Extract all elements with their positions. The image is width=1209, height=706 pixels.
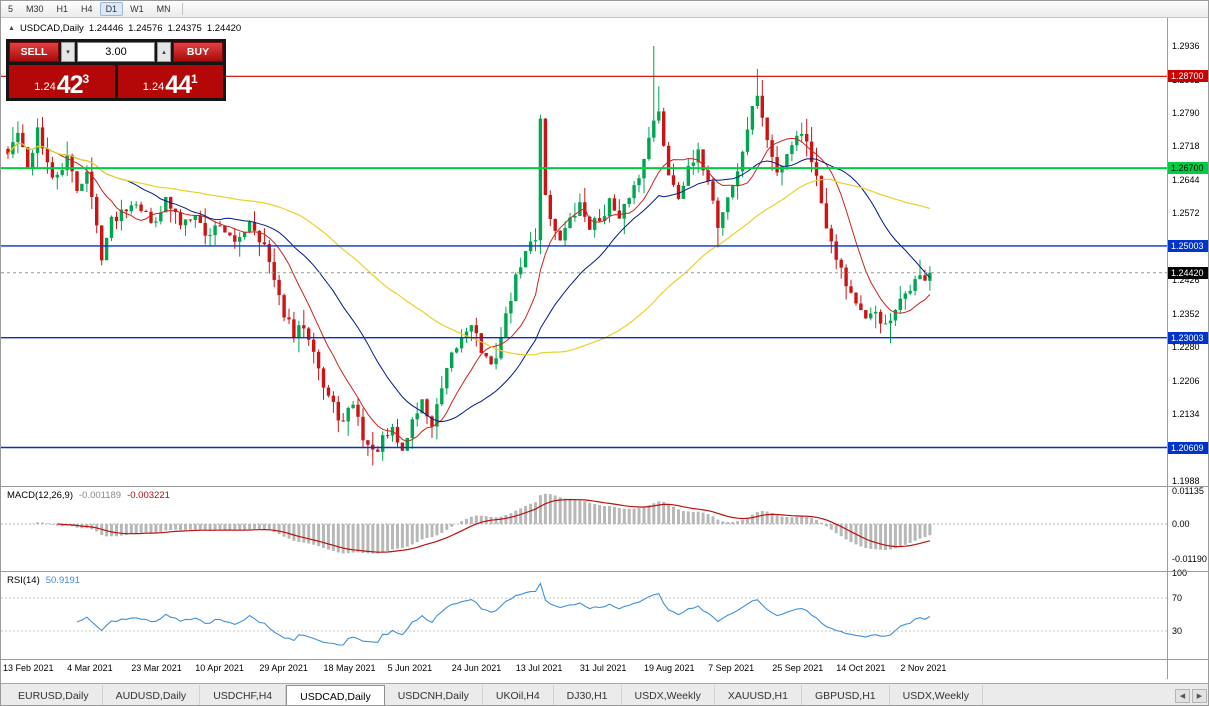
pane-divider[interactable] (1, 571, 1208, 572)
tabs-scroll-left-button[interactable]: ◀ (1175, 689, 1190, 703)
rsi-name: RSI(14) (7, 575, 40, 586)
price-axis: 1.29361.28621.27901.27181.26441.25721.24… (1167, 18, 1208, 679)
timeframe-button-mn[interactable]: MN (151, 2, 177, 16)
price-axis-tick: 1.2644 (1172, 174, 1200, 185)
sell-price-pip: 3 (82, 72, 90, 86)
chart-tab-bar: EURUSD,Daily AUDUSD,Daily USDCHF,H4 USDCAD,… (1, 683, 1208, 705)
price-axis-tick: 1.2352 (1172, 308, 1200, 319)
chart-tab-eurusd-daily[interactable]: EURUSD,Daily (5, 685, 103, 705)
sell-price-button[interactable]: 1.24 42 3 (9, 65, 115, 98)
rsi-indicator-label: RSI(14) 50.9191 (7, 575, 80, 586)
date-axis-label: 5 Jun 2021 (387, 663, 433, 673)
level-price-badge[interactable]: 1.25003 (1168, 239, 1208, 252)
current-price-badge: 1.24420 (1168, 266, 1208, 279)
rsi-axis-label: 100 (1172, 568, 1188, 579)
price-axis-tick: 1.2280 (1172, 342, 1200, 352)
macd-signal-value: -0.003221 (127, 490, 170, 501)
chart-tab-usdchf-h4[interactable]: USDCHF,H4 (200, 685, 287, 705)
buy-price-big: 44 (165, 71, 192, 99)
timeframe-button-m30[interactable]: M30 (20, 2, 50, 16)
rsi-axis-label: 70 (1172, 593, 1183, 603)
chart-tab-audusd-daily[interactable]: AUDUSD,Daily (103, 685, 201, 705)
pane-divider[interactable] (1, 486, 1208, 487)
macd-main-value: -0.001189 (79, 490, 122, 501)
timeframe-button-h1[interactable]: H1 (51, 2, 75, 16)
date-axis-label: 13 Feb 2021 (3, 663, 54, 673)
chart-tab-usdcnh-daily[interactable]: USDCNH,Daily (385, 685, 483, 705)
volume-input[interactable] (77, 42, 155, 62)
rsi-value: 50.9191 (45, 575, 81, 586)
date-axis-label: 13 Jul 2021 (515, 663, 563, 673)
level-price-badge[interactable]: 1.23003 (1168, 331, 1208, 344)
level-price-badge[interactable]: 1.26700 (1168, 162, 1208, 175)
date-axis-label: 23 Mar 2021 (131, 663, 182, 673)
date-axis-label: 29 Apr 2021 (259, 663, 308, 673)
timeframe-button-d1[interactable]: D1 (99, 2, 124, 16)
macd-indicator-label: MACD(12,26,9) -0.001189 -0.003221 (7, 490, 170, 501)
tab-spacer (983, 685, 1174, 705)
date-axis: 13 Feb 2021 4 Mar 2021 23 Mar 2021 10 Apr 2… (1, 659, 1167, 679)
bar-open-value: 1.24446 (88, 23, 124, 34)
date-axis-label: 10 Apr 2021 (195, 663, 244, 673)
sell-price-big: 42 (56, 71, 84, 99)
tabs-scroll-right-button[interactable]: ▶ (1192, 689, 1207, 703)
price-axis-tick: 1.2718 (1172, 141, 1200, 152)
date-axis-label: 2 Nov 2021 (900, 663, 947, 673)
bar-close-value: 1.24420 (206, 23, 242, 34)
chart-tab-usdcad-daily[interactable]: USDCAD,Daily (286, 685, 385, 705)
level-price-badge[interactable]: 1.20609 (1168, 441, 1208, 454)
volume-increase-button[interactable]: ▴ (157, 42, 171, 62)
bar-low-value: 1.24375 (167, 23, 202, 34)
chart-symbol-label: USDCAD,Daily (19, 23, 84, 34)
date-axis-label: 14 Oct 2021 (836, 663, 886, 673)
chart-tab-dj30-h1[interactable]: DJ30,H1 (554, 685, 622, 705)
toolbar-separator (181, 3, 183, 15)
price-axis-tick: 1.2426 (1172, 275, 1200, 286)
chart-title: ▲ USDCAD,Daily 1.24446 1.24576 1.24375 1… (8, 23, 241, 34)
sell-price-prefix: 1.24 (34, 81, 56, 93)
date-axis-label: 25 Sep 2021 (772, 663, 824, 673)
sell-button[interactable]: SELL (9, 42, 59, 62)
chart-tab-usdx-weekly[interactable]: USDX,Weekly (890, 685, 983, 705)
chart-tab-ukoil-h4[interactable]: UKOil,H4 (483, 685, 554, 705)
buy-button[interactable]: BUY (173, 42, 223, 62)
chart-tab-usdx-weekly[interactable]: USDX,Weekly (622, 685, 715, 705)
chart-tab-gbpusd-h1[interactable]: GBPUSD,H1 (802, 685, 890, 705)
macd-name: MACD(12,26,9) (7, 490, 73, 501)
timeframe-button-h4[interactable]: H4 (75, 2, 99, 16)
date-axis-label: 24 Jun 2021 (451, 663, 502, 673)
timeframe-toolbar: 5 M30 H1 H4 D1 W1 MN (1, 1, 1208, 18)
rsi-indicator-canvas[interactable] (1, 572, 1167, 659)
date-axis-label: 31 Jul 2021 (579, 663, 627, 673)
price-axis-tick: 1.2572 (1172, 208, 1200, 219)
date-axis-label: 18 May 2021 (323, 663, 376, 673)
pane-divider[interactable] (1, 659, 1208, 660)
macd-axis-label: 0.00 (1172, 519, 1190, 529)
chart-window: ▲ USDCAD,Daily 1.24446 1.24576 1.24375 1… (1, 18, 1208, 683)
date-axis-label: 19 Aug 2021 (644, 663, 695, 673)
buy-price-pip: 1 (191, 72, 198, 86)
macd-indicator-canvas[interactable] (1, 487, 1167, 571)
volume-decrease-button[interactable]: ▾ (61, 42, 75, 62)
level-price-badge[interactable]: 1.28700 (1168, 70, 1208, 83)
rsi-axis-label: 30 (1172, 626, 1183, 636)
date-axis-label: 4 Mar 2021 (67, 663, 113, 673)
price-axis-tick: 1.2206 (1172, 375, 1200, 386)
price-axis-tick: 1.2134 (1172, 409, 1200, 419)
symbol-marker-icon: ▲ (8, 25, 15, 32)
buy-price-button[interactable]: 1.24 44 1 (117, 65, 223, 99)
chart-tab-xauusd-h1[interactable]: XAUUSD,H1 (715, 685, 802, 705)
macd-axis-label: 0.01135 (1172, 486, 1204, 497)
bar-high-value: 1.24576 (128, 23, 163, 34)
date-axis-label: 7 Sep 2021 (708, 663, 755, 673)
price-axis-tick: 1.1988 (1172, 476, 1200, 486)
timeframe-button-5[interactable]: 5 (2, 2, 19, 16)
macd-axis-label: -0.01190 (1172, 553, 1207, 564)
buy-price-prefix: 1.24 (142, 81, 165, 93)
price-axis-tick: 1.2790 (1172, 107, 1200, 118)
timeframe-button-w1[interactable]: W1 (124, 2, 150, 16)
price-axis-tick: 1.2936 (1172, 41, 1200, 51)
